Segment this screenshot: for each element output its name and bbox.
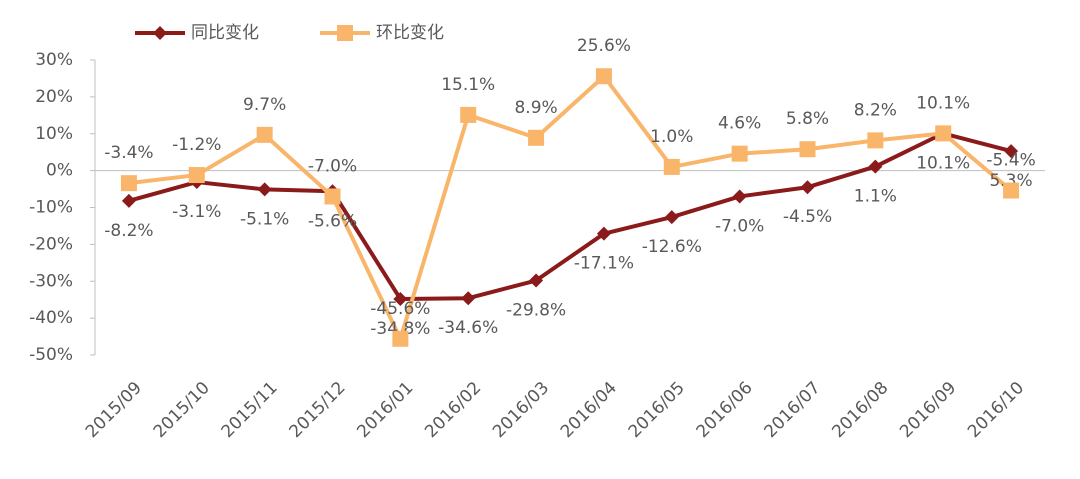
- data-label: 1.1%: [854, 187, 897, 207]
- data-label: 1.0%: [650, 127, 693, 147]
- series-line: [128, 131, 1012, 301]
- point: [529, 273, 544, 288]
- y-tick-label: 0%: [46, 161, 73, 181]
- x-tick-label: 2016/05: [625, 378, 689, 442]
- x-tick-label: 2016/06: [693, 378, 757, 442]
- data-label: 5.3%: [989, 171, 1032, 191]
- point: [1004, 144, 1019, 159]
- legend-label: 同比变化: [191, 23, 259, 43]
- data-label: 9.7%: [243, 95, 286, 115]
- point: [460, 106, 477, 123]
- y-tick-label: -20%: [29, 234, 73, 254]
- point: [461, 291, 476, 306]
- data-label: 15.1%: [441, 75, 495, 95]
- data-label: -34.8%: [370, 319, 430, 339]
- x-tick-label: 2015/10: [150, 378, 214, 442]
- point: [393, 291, 408, 306]
- x-tick-label: 2016/04: [557, 378, 621, 442]
- y-tick-label: -10%: [29, 198, 73, 218]
- data-label: 8.2%: [854, 100, 897, 120]
- point: [256, 126, 273, 143]
- x-tick-label: 2015/11: [218, 378, 282, 442]
- point: [595, 68, 612, 85]
- data-label: -5.1%: [240, 209, 289, 229]
- y-tick-label: 30%: [35, 50, 73, 70]
- point: [867, 132, 884, 149]
- x-tick-label: 2016/09: [896, 378, 960, 442]
- point: [731, 145, 748, 162]
- data-label: 10.1%: [916, 153, 970, 173]
- data-label: -34.6%: [438, 318, 498, 338]
- data-label: -3.1%: [172, 202, 221, 222]
- point: [868, 159, 883, 174]
- data-label: -12.6%: [642, 237, 702, 257]
- point: [800, 180, 815, 195]
- x-tick-label: 2016/01: [353, 378, 417, 442]
- data-label: -1.2%: [172, 135, 221, 155]
- legend-label: 环比变化: [376, 23, 444, 43]
- data-label: -5.4%: [986, 151, 1035, 171]
- legend-marker: [337, 25, 353, 41]
- y-tick-label: -40%: [29, 308, 73, 328]
- point: [596, 226, 611, 241]
- point: [935, 125, 952, 142]
- point: [664, 210, 679, 225]
- x-tick-label: 2016/02: [421, 378, 485, 442]
- point: [663, 158, 680, 175]
- point: [188, 167, 205, 184]
- data-label: -17.1%: [574, 254, 634, 274]
- data-label: -29.8%: [506, 301, 566, 321]
- y-tick-label: 20%: [35, 87, 73, 107]
- data-label: -4.5%: [783, 207, 832, 227]
- x-tick-label: 2016/10: [964, 378, 1028, 442]
- x-tick-label: 2015/09: [82, 378, 146, 442]
- data-label: 10.1%: [916, 93, 970, 113]
- x-tick-label: 2016/08: [828, 378, 892, 442]
- point: [120, 175, 137, 192]
- point: [392, 330, 409, 347]
- point: [528, 129, 545, 146]
- x-tick-label: 2016/07: [760, 378, 824, 442]
- y-tick-label: 10%: [35, 124, 73, 144]
- y-tick-label: -30%: [29, 271, 73, 291]
- data-label: -3.4%: [104, 143, 153, 163]
- x-tick-label: 2015/12: [285, 378, 349, 442]
- point: [324, 188, 341, 205]
- series-line: [128, 74, 1013, 341]
- point: [799, 141, 816, 158]
- data-label: -8.2%: [104, 221, 153, 241]
- data-label: 4.6%: [718, 114, 761, 134]
- data-label: 8.9%: [514, 98, 557, 118]
- point: [732, 189, 747, 204]
- point: [121, 193, 136, 208]
- point: [1003, 182, 1020, 199]
- x-tick-label: 2016/03: [489, 378, 553, 442]
- data-label: -5.6%: [308, 211, 357, 231]
- data-label: -7.0%: [308, 156, 357, 176]
- legend-marker: [153, 26, 167, 40]
- point: [257, 182, 272, 197]
- y-tick-label: -50%: [29, 345, 73, 365]
- data-label: -7.0%: [715, 216, 764, 236]
- data-label: 5.8%: [786, 109, 829, 129]
- data-label: -45.6%: [370, 299, 430, 319]
- data-label: 25.6%: [577, 36, 631, 56]
